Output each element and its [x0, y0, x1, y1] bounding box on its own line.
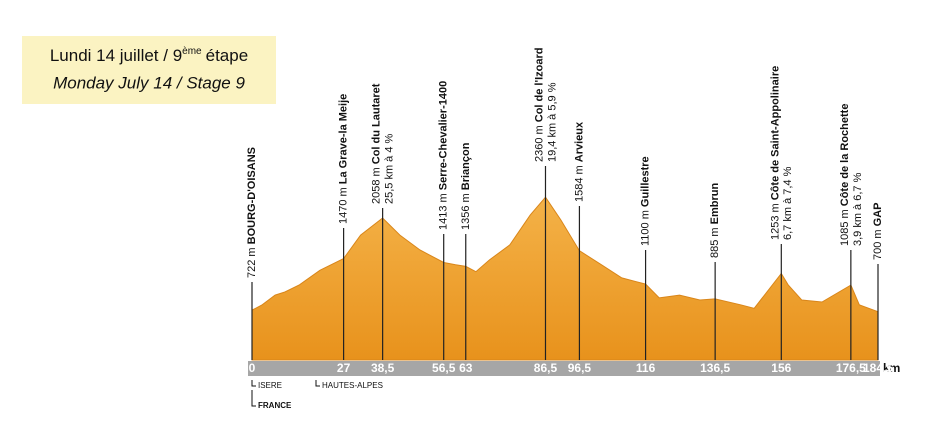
waypoint-elevation: 722 m — [246, 247, 258, 278]
waypoint-elevation: 1356 m — [460, 193, 472, 230]
waypoint-name: Embrun — [709, 183, 721, 225]
waypoint-label: 2058 m Col du Lautaret — [371, 83, 383, 204]
waypoint-label: 700 m GAP — [872, 203, 884, 260]
country-bracket — [251, 390, 256, 407]
region-label: ISERE — [258, 381, 282, 390]
waypoint-elevation: 1253 m — [769, 203, 781, 240]
waypoint-detail: 25,5 km à 4 % — [384, 133, 396, 204]
chart-subtitle: Monday July 14 / Stage 9 — [53, 73, 245, 92]
waypoint-name: Arvieux — [573, 121, 585, 162]
title-main: Lundi 14 juillet / 9 — [50, 46, 182, 65]
x-tick-label: 184,5 — [863, 361, 893, 375]
waypoint-detail: 19,4 km à 5,9 % — [546, 82, 558, 162]
title-box — [22, 36, 276, 104]
waypoint-label: 1470 m La Grave-la Meije — [338, 94, 350, 224]
x-tick-label: 38,5 — [371, 361, 395, 375]
waypoint-name: Côte de Saint-Appolinaire — [769, 66, 781, 200]
x-tick-label: 96,5 — [568, 361, 592, 375]
x-tick-label: 0 — [249, 361, 256, 375]
waypoint-elevation: 1100 m — [639, 210, 651, 246]
waypoint-elevation: 700 m — [872, 229, 884, 260]
waypoint-name: La Grave-la Meije — [338, 94, 350, 185]
waypoint-name: GAP — [872, 203, 884, 227]
waypoint-label: 2360 m Col de l'Izoard — [533, 48, 545, 163]
waypoint-elevation: 1584 m — [573, 165, 585, 202]
waypoint-elevation: 2360 m — [533, 125, 545, 162]
x-tick-label: 27 — [337, 361, 351, 375]
waypoint-name: Col de l'Izoard — [533, 48, 545, 123]
country-label: FRANCE — [258, 401, 292, 410]
x-tick-label: 156 — [771, 361, 791, 375]
chart-title: Lundi 14 juillet / 9ème étape — [50, 46, 248, 66]
x-unit: km — [883, 361, 900, 375]
waypoint-elevation: 1413 m — [438, 193, 450, 230]
waypoint-elevation: 2058 m — [371, 167, 383, 204]
waypoint-name: BOURG-D'OISANS — [246, 147, 258, 244]
waypoint-detail: 6,7 km à 7,4 % — [782, 166, 794, 240]
waypoint-elevation: 885 m — [709, 227, 721, 258]
waypoint-label: 1356 m Briançon — [460, 142, 472, 230]
waypoint-detail: 3,9 km à 6,7 % — [852, 172, 864, 246]
waypoint-label: 1253 m Côte de Saint-Appolinaire — [769, 66, 781, 240]
waypoint-name: Côte de la Rochette — [839, 104, 851, 207]
waypoint-label: 722 m BOURG-D'OISANS — [246, 147, 258, 278]
x-tick-label: 136,5 — [700, 361, 730, 375]
x-tick-label: 116 — [636, 361, 656, 375]
waypoint-elevation: 1470 m — [338, 187, 350, 224]
x-tick-label: 56,5 — [432, 361, 456, 375]
x-tick-label: 176,5 — [836, 361, 866, 375]
waypoint-label: 1584 m Arvieux — [573, 121, 585, 202]
waypoint-label: 885 m Embrun — [709, 183, 721, 258]
waypoint-name: Col du Lautaret — [371, 83, 383, 164]
axis-bar — [248, 361, 880, 376]
waypoint-name: Guillestre — [639, 156, 651, 207]
waypoint-label: 1085 m Côte de la Rochette — [839, 104, 851, 246]
title-end: étape — [206, 46, 249, 65]
waypoint-label: 1100 m Guillestre — [639, 156, 651, 246]
elevation-profile — [251, 196, 879, 361]
region-label: HAUTES-ALPES — [322, 381, 383, 390]
region-bracket — [315, 380, 320, 387]
waypoint-label: 1413 m Serre-Chevalier-1400 — [438, 81, 450, 230]
waypoint-name: Briançon — [460, 142, 472, 190]
region-bracket — [251, 380, 256, 387]
x-tick-label: 63 — [459, 361, 473, 375]
waypoint-elevation: 1085 m — [839, 209, 851, 246]
x-tick-label: 86,5 — [534, 361, 558, 375]
region-labels: ISERE HAUTES-ALPES FRANCE — [251, 380, 383, 410]
waypoint-name: Serre-Chevalier-1400 — [438, 81, 450, 190]
title-sup: ème — [182, 46, 202, 57]
